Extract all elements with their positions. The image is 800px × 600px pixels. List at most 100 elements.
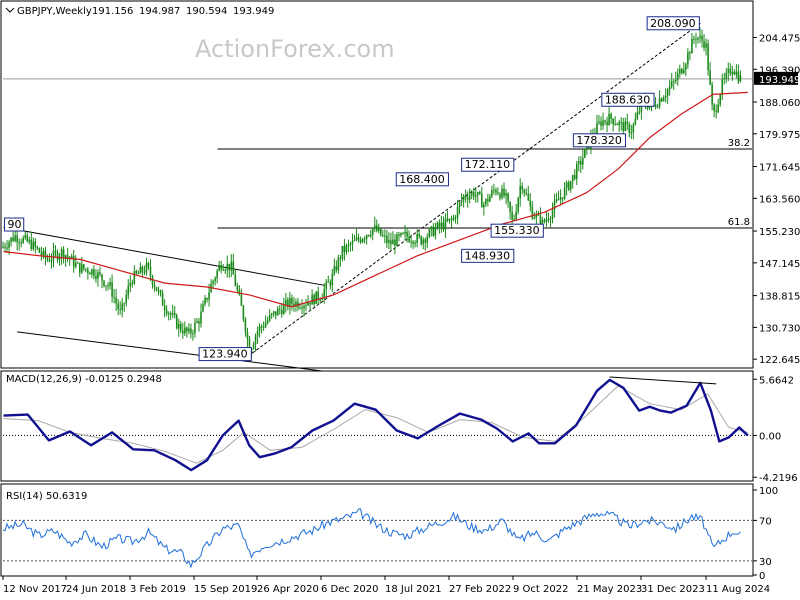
candle-body	[444, 218, 447, 230]
candle-body	[42, 250, 45, 256]
time-tick-label: 18 Jul 2021	[385, 584, 442, 595]
time-tick-label: 3 Feb 2019	[130, 584, 186, 595]
candle-body	[386, 235, 388, 243]
time-tick-label: 6 Dec 2020	[321, 584, 379, 595]
candle-body	[713, 104, 715, 112]
candle-body	[535, 214, 538, 219]
macd-line	[3, 378, 749, 472]
moving-average	[3, 91, 748, 308]
candle-body	[60, 249, 63, 257]
fib-level-label: 61.8	[728, 217, 750, 228]
macd-lines	[3, 376, 749, 472]
candle-body	[200, 311, 202, 324]
current-price-label: 193.949	[759, 75, 800, 86]
candle-body	[416, 234, 418, 243]
candle-body	[89, 272, 91, 275]
annotation-box	[395, 172, 449, 187]
candle-body	[371, 228, 374, 236]
candle-body	[155, 287, 158, 291]
candle-body	[446, 218, 449, 221]
candle-body	[452, 217, 455, 220]
candle-body	[375, 225, 378, 232]
candle-body	[113, 296, 115, 298]
candle-body	[109, 282, 111, 286]
candle-body	[278, 308, 281, 310]
candle-body	[721, 79, 724, 95]
time-tick-label: 11 Aug 2024	[706, 584, 770, 595]
annotation-label: 148.930	[465, 249, 511, 262]
candle-body	[321, 297, 324, 300]
candle-body	[72, 255, 75, 267]
candle-body	[707, 43, 709, 71]
candle-body	[555, 199, 558, 202]
candle-body	[177, 323, 180, 329]
candle-body	[654, 104, 657, 108]
candle-body	[359, 239, 362, 242]
candle-body	[311, 294, 313, 305]
candle-body	[70, 255, 73, 259]
candle-body	[129, 282, 132, 286]
candle-body	[301, 307, 303, 309]
candle-body	[408, 236, 410, 242]
price-tick-label: 196.390	[759, 65, 800, 76]
candle-body	[161, 293, 164, 306]
price-annotation: 188.630	[601, 92, 655, 107]
candle-body	[481, 193, 483, 208]
ohlc-open: 191.156	[92, 6, 133, 17]
candle-body	[234, 274, 237, 286]
candle-body	[472, 191, 475, 197]
candle-body	[224, 269, 227, 271]
candle-body	[460, 200, 463, 203]
candle-body	[238, 290, 241, 295]
candle-body	[305, 305, 307, 307]
candle-body	[422, 239, 425, 245]
candle-body	[670, 81, 673, 87]
candle-body	[400, 233, 402, 236]
candle-body	[167, 313, 170, 315]
candle-body	[131, 282, 134, 284]
candle-body	[133, 271, 136, 284]
candle-body	[624, 121, 627, 132]
candle-body	[428, 229, 431, 237]
candle-body	[491, 189, 493, 197]
candle-body	[260, 326, 263, 328]
candle-body	[517, 198, 519, 212]
time-tick-label: 15 Sep 2019	[194, 584, 257, 595]
candle-body	[216, 270, 218, 279]
candle-body	[454, 217, 457, 219]
rsi-tick-label: 30	[759, 557, 772, 568]
candle-body	[630, 132, 633, 134]
annotation-label: 168.400	[399, 173, 445, 186]
candle-body	[505, 193, 507, 196]
candle-body	[582, 157, 584, 165]
candle-body	[462, 195, 465, 201]
time-tick-label: 9 Oct 2022	[513, 584, 568, 595]
candle-body	[220, 265, 222, 270]
candle-body	[165, 309, 168, 315]
candle-body	[190, 328, 192, 334]
candle-body	[333, 266, 336, 274]
price-tick-label: 188.060	[759, 98, 800, 109]
candle-body	[12, 237, 14, 241]
candle-body	[85, 268, 87, 270]
candle-body	[145, 262, 148, 273]
candle-body	[543, 220, 546, 222]
candle-body	[606, 121, 608, 126]
candle-body	[329, 281, 332, 286]
candle-body	[66, 255, 69, 258]
candle-body	[737, 71, 740, 82]
candle-body	[632, 124, 635, 133]
candle-body	[341, 246, 344, 259]
candle-body	[157, 290, 160, 292]
candle-body	[151, 276, 154, 285]
candle-body	[551, 209, 554, 219]
price-annotation: 123.940	[198, 347, 252, 362]
candle-body	[93, 269, 95, 276]
candle-body	[266, 320, 269, 323]
candle-body	[406, 231, 408, 237]
candle-body	[717, 104, 719, 113]
candle-body	[662, 97, 665, 102]
candle-body	[355, 237, 358, 241]
candle-body	[117, 303, 119, 310]
time-tick-label: 24 Jun 2018	[66, 584, 126, 595]
